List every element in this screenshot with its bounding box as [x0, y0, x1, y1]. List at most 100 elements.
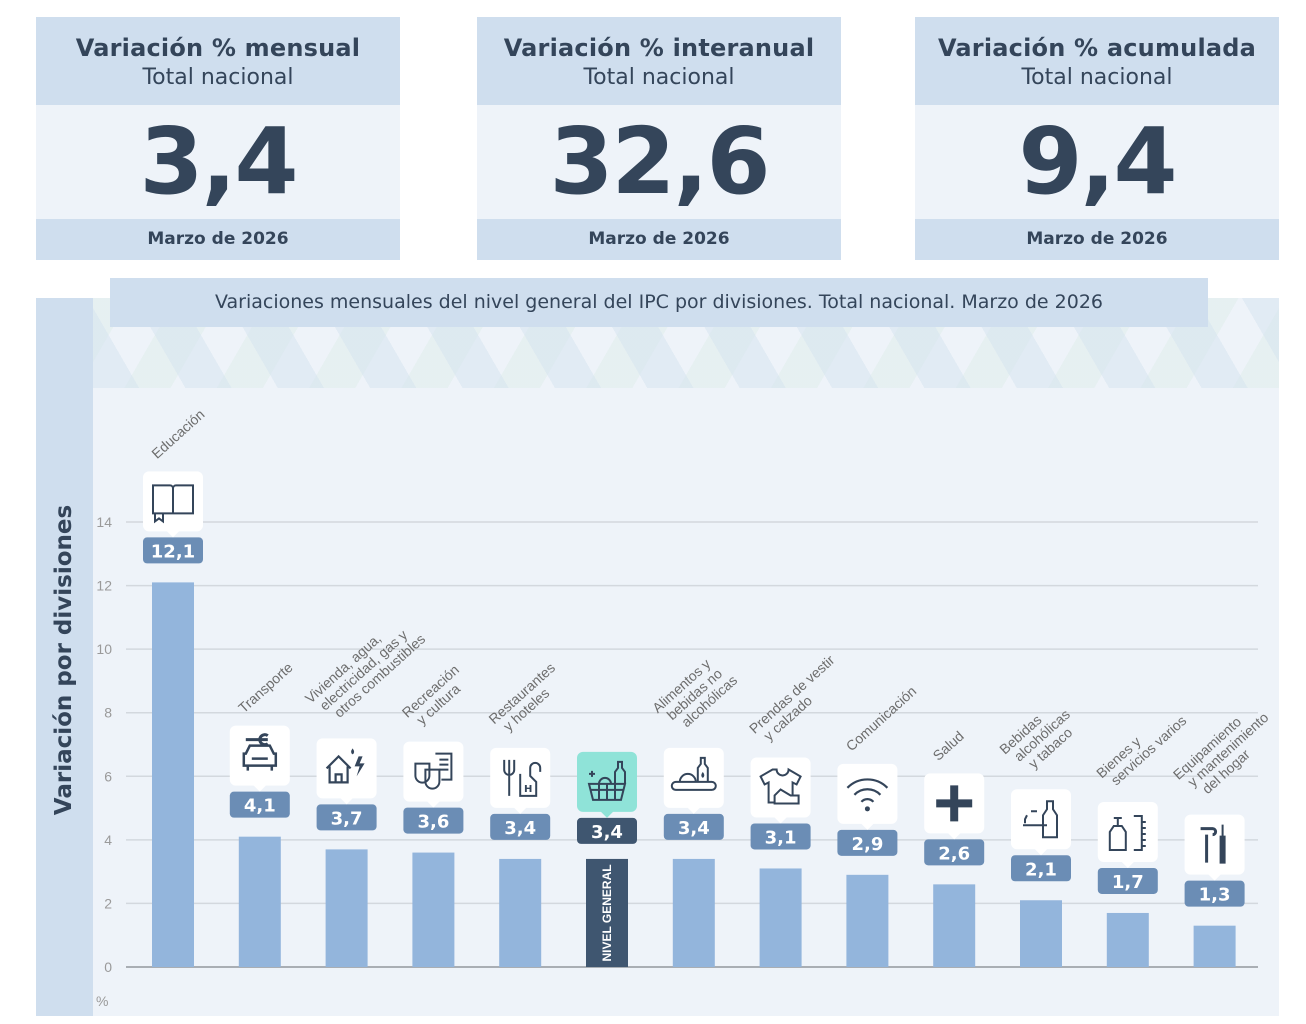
bar [412, 852, 455, 967]
y-tick-label: 8 [104, 705, 112, 721]
icon-shape [701, 771, 705, 778]
kpi-header: Variación % interanual Total nacional [477, 17, 841, 105]
icon-shape [936, 785, 973, 822]
data-label: 3,7 [331, 808, 363, 829]
icon-shape [325, 754, 352, 784]
bar [325, 849, 368, 967]
data-label: 1,3 [1199, 885, 1231, 906]
health-cross-icon [936, 785, 973, 822]
icon-shape [152, 484, 194, 515]
y-tick-label: 4 [104, 832, 112, 848]
icon-shape [354, 756, 365, 777]
kpi-title: Variación % mensual [75, 34, 361, 62]
kpi-title: Variación % acumulada [937, 34, 1257, 62]
category-label: Bienes yservicios varios [1093, 701, 1189, 792]
y-tick-label: 6 [104, 768, 112, 784]
bar [152, 582, 194, 967]
icon-shape [519, 762, 542, 797]
y-unit-label: % [96, 993, 108, 1009]
value-badge [490, 813, 551, 840]
bar [759, 868, 802, 967]
bar [1020, 900, 1062, 967]
y-tick-label: 12 [96, 578, 112, 594]
icon-shape [414, 752, 453, 790]
kpi-card-mensual: Variación % mensual Total nacional 3,4 M… [36, 17, 400, 260]
nivel-general-bar-label: NIVEL GENERAL [600, 864, 614, 961]
value-badge [1011, 855, 1071, 882]
value-badge [229, 791, 290, 818]
category-label: Restaurantesy hoteles [485, 659, 568, 738]
theater-masks-icon [414, 752, 453, 790]
y-tick-label: 10 [96, 641, 112, 657]
kpi-card-interanual: Variación % interanual Total nacional 32… [477, 17, 841, 260]
icon-shape [351, 748, 355, 755]
icon-shape [670, 756, 717, 791]
y-axis-band [36, 298, 93, 1016]
kpi-card-acumulada: Variación % acumulada Total nacional 9,4… [915, 17, 1279, 260]
icon-shape [1219, 824, 1226, 864]
value-badge [316, 804, 377, 831]
category-label: Recreacióny cultura [399, 661, 472, 731]
data-label: 12,1 [151, 541, 195, 562]
kpi-subtitle: Total nacional [583, 65, 735, 90]
data-label: 2,1 [1025, 859, 1057, 880]
category-label: Bebidasalcohólicasy tabaco [996, 695, 1083, 780]
kpi-period: Marzo de 2026 [36, 219, 400, 260]
category-label-line: Educación [148, 406, 207, 462]
kpi-value: 3,4 [139, 108, 299, 215]
book-icon [152, 484, 194, 524]
icon-shape [503, 759, 516, 796]
icon-shape [759, 767, 802, 804]
icon-box [1011, 789, 1071, 856]
value-badge [750, 823, 811, 850]
y-tick-label: 14 [96, 514, 112, 530]
icon-shape [439, 758, 449, 771]
kpi-subtitle: Total nacional [142, 65, 294, 90]
bar [499, 858, 542, 967]
chart-title: Variaciones mensuales del nivel general … [110, 278, 1208, 327]
data-label: 3,6 [417, 812, 449, 833]
value-badge [924, 839, 985, 866]
category-label-line: Salud [930, 728, 967, 764]
house-utilities-icon [325, 748, 365, 784]
kpi-value: 9,4 [1018, 108, 1178, 215]
kpi-value: 32,6 [549, 108, 771, 215]
bar [238, 836, 281, 967]
soap-comb-icon [1108, 814, 1146, 851]
bar [846, 874, 889, 967]
icon-shape [242, 744, 278, 771]
value-badge [1184, 880, 1245, 907]
tools-icon [1200, 824, 1226, 864]
category-label: Educación [148, 406, 207, 462]
kpi-header: Variación % acumulada Total nacional [915, 17, 1279, 105]
icon-box [1097, 801, 1158, 868]
category-label: Prendas de vestiry calzado [746, 652, 848, 748]
y-tick-label: 0 [104, 959, 112, 975]
bar [933, 884, 976, 967]
icon-box [837, 763, 898, 830]
food-bottle-icon [670, 756, 717, 791]
kpi-period: Marzo de 2026 [477, 219, 841, 260]
y-tick-label: 2 [104, 895, 112, 911]
icon-shape [864, 806, 870, 812]
bar [1106, 912, 1149, 967]
data-label: 4,1 [244, 796, 276, 817]
icon-shape [1133, 814, 1146, 851]
data-label: 3,4 [591, 822, 623, 843]
category-label: Salud [930, 728, 967, 764]
shirt-shoe-icon [759, 767, 802, 805]
value-badge [663, 813, 724, 840]
data-label: 2,9 [851, 834, 883, 855]
bar-nivel-general [586, 858, 628, 967]
icon-shape [154, 513, 164, 524]
wifi-icon [846, 778, 889, 812]
bar [672, 858, 715, 967]
icon-box [403, 741, 464, 808]
category-label: Transporte [235, 659, 296, 716]
icon-shape [587, 782, 627, 801]
icon-shape [773, 788, 800, 805]
value-badge [577, 817, 637, 844]
kpi-subtitle: Total nacional [1021, 65, 1173, 90]
category-label: Alimentos ybebidas noalcohólicas [649, 650, 740, 739]
icon-shape [846, 778, 889, 803]
